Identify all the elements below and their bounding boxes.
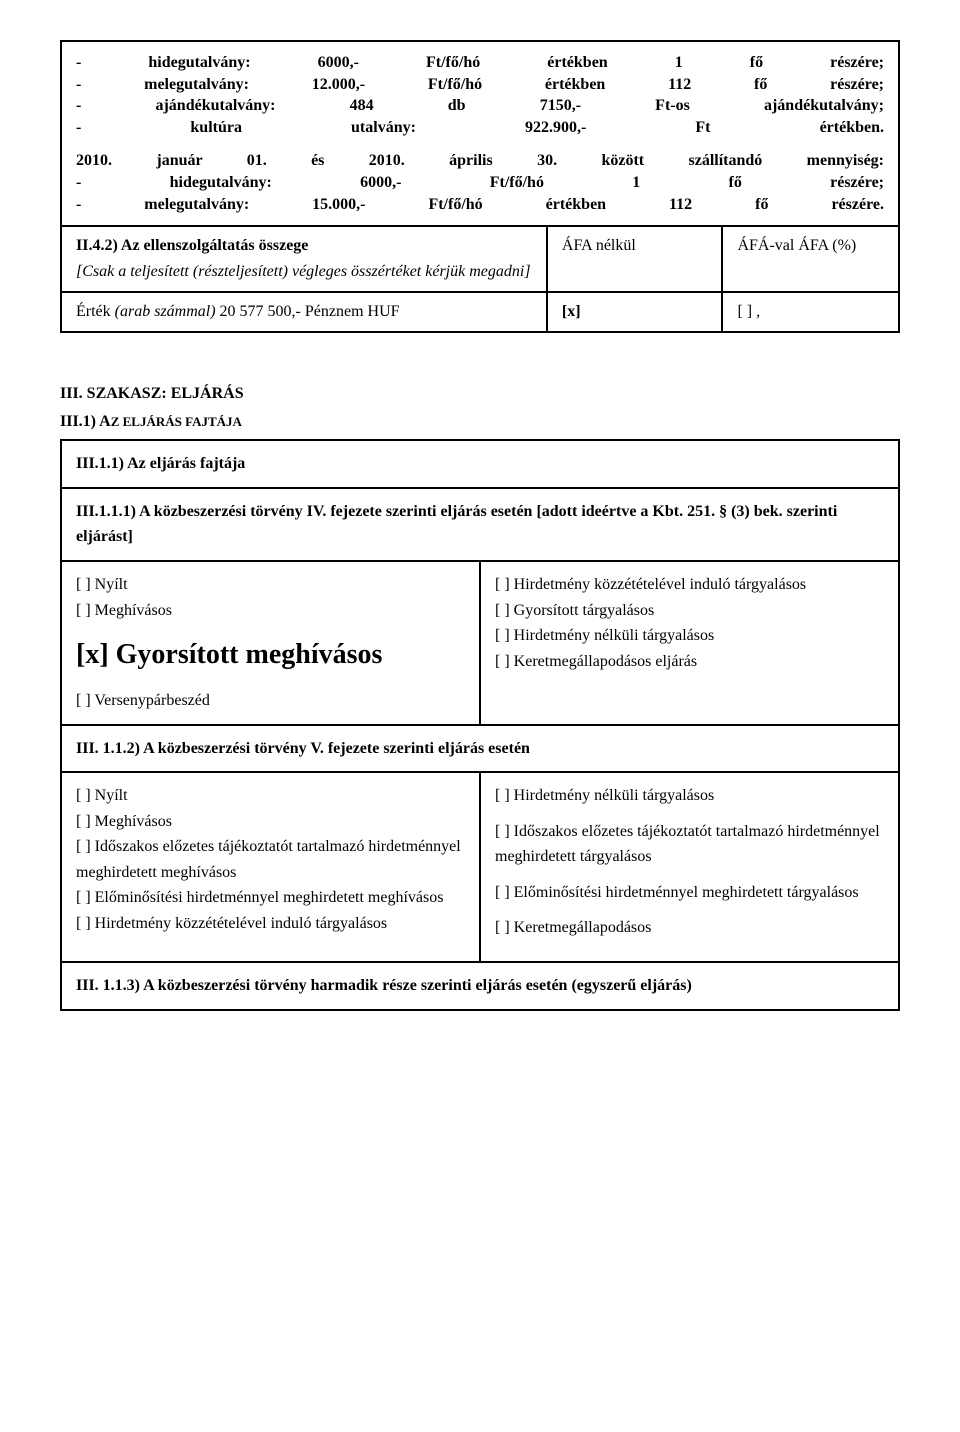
- opt-keretmeg: [ ] Keretmegállapodásos: [495, 915, 884, 941]
- opt-keretmeg-eljaras: [ ] Keretmegállapodásos eljárás: [495, 649, 884, 675]
- opt-meghivasos-1: [ ] Meghívásos: [76, 598, 465, 624]
- opt-versenyparbeszed: [ ] Versenypárbeszéd: [76, 688, 465, 714]
- opt-elominositesi-megh: [ ] Előminősítési hirdetménnyel meghirde…: [76, 885, 465, 911]
- compensation-box: - hidegutalvány: 6000,- Ft/fő/hó értékbe…: [60, 40, 900, 333]
- opt-idoszakos-targy: [ ] Időszakos előzetes tájékoztatót tart…: [495, 819, 884, 870]
- opt-hirdetmeny-kozz-targy: [ ] Hirdetmény közzétételével induló tár…: [76, 911, 465, 937]
- value-label-italic: (arab számmal): [115, 303, 216, 320]
- opt-hirdetmeny-kozz: [ ] Hirdetmény közzétételével induló tár…: [495, 572, 884, 598]
- opt-hirdetmeny-nelkuli-1: [ ] Hirdetmény nélküli tárgyalásos: [495, 623, 884, 649]
- section-iii-title: III. SZAKASZ: ELJÁRÁS: [60, 385, 900, 403]
- opt-gyorsitott-meghivasos: [x] Gyorsított meghívásos: [76, 633, 465, 678]
- procedure-table: III.1.1) Az eljárás fajtája III.1.1.1) A…: [60, 439, 900, 1011]
- procedure-type-heading: III.1.1) Az eljárás fajtája: [76, 455, 245, 472]
- value-checkbox-empty: [ ] ,: [737, 303, 760, 320]
- afa-without-label: ÁFA nélkül: [562, 237, 636, 254]
- opt-hirdetmeny-nelkuli-2: [ ] Hirdetmény nélküli tárgyalásos: [495, 783, 884, 809]
- opt-nyilt-2: [ ] Nyílt: [76, 783, 465, 809]
- procedure-third-heading: III. 1.1.3) A közbeszerzési törvény harm…: [76, 977, 692, 994]
- value-amount: 20 577 500,- Pénznem HUF: [216, 303, 400, 320]
- afa-with-label: ÁFÁ-val ÁFA (%): [737, 237, 856, 254]
- delivery-para: 2010. január 01. és 2010. április 30. kö…: [76, 150, 884, 215]
- opt-meghivasos-2: [ ] Meghívásos: [76, 809, 465, 835]
- value-label-pre: Érték: [76, 303, 115, 320]
- opt-elominositesi-targy: [ ] Előminősítési hirdetménnyel meghirde…: [495, 880, 884, 906]
- compensation-table: II.4.2) Az ellenszolgáltatás összege [Cs…: [62, 225, 898, 331]
- value-checkbox-x: [x]: [562, 303, 581, 320]
- sub1-label: III.1) A: [60, 413, 111, 430]
- compensation-subtitle: [Csak a teljesített (részteljesített) vé…: [76, 263, 532, 281]
- opt-nyilt-1: [ ] Nyílt: [76, 572, 465, 598]
- voucher-list: - hidegutalvány: 6000,- Ft/fő/hó értékbe…: [76, 52, 884, 138]
- opt-idoszakos-megh: [ ] Időszakos előzetes tájékoztatót tart…: [76, 834, 465, 885]
- procedure-iv-heading: III.1.1.1) A közbeszerzési törvény IV. f…: [76, 503, 837, 546]
- procedure-v-heading: III. 1.1.2) A közbeszerzési törvény V. f…: [76, 740, 530, 757]
- compensation-title: II.4.2) Az ellenszolgáltatás összege: [76, 237, 532, 255]
- opt-gyorsitott-targy: [ ] Gyorsított tárgyalásos: [495, 598, 884, 624]
- sub1-rest: Z ELJÁRÁS FAJTÁJA: [111, 414, 242, 429]
